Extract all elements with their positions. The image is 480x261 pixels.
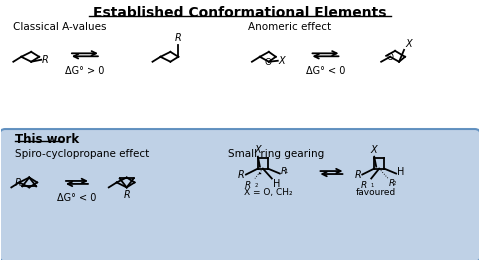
Text: R: R [123,190,130,200]
Text: ΔG° > 0: ΔG° > 0 [65,66,105,76]
Text: R: R [14,179,21,188]
Text: Spiro-cyclopropane effect: Spiro-cyclopropane effect [15,149,150,159]
Text: X: X [254,145,261,155]
Text: R: R [281,167,287,176]
Text: Small ring gearing: Small ring gearing [228,149,324,159]
Text: R: R [361,181,367,191]
Text: Established Conformational Elements: Established Conformational Elements [93,6,387,20]
Text: X = O, CH₂: X = O, CH₂ [244,188,293,197]
Text: $_2$: $_2$ [392,180,397,188]
Text: $_1$: $_1$ [284,167,288,176]
Text: $_2$: $_2$ [254,181,259,191]
Text: X: X [405,39,412,49]
Text: R: R [42,55,49,65]
Text: H: H [397,167,405,176]
FancyBboxPatch shape [0,129,480,261]
Text: This work: This work [15,133,79,146]
Text: R: R [389,180,396,188]
Text: Classical A-values: Classical A-values [13,22,107,32]
Text: O: O [386,53,394,62]
Text: X: X [279,56,286,66]
Text: Anomeric effect: Anomeric effect [248,22,331,32]
Text: R: R [355,170,361,180]
Text: $_1$: $_1$ [370,181,375,191]
Text: R: R [238,170,245,180]
Text: favoured: favoured [356,188,396,197]
Text: ΔG° < 0: ΔG° < 0 [57,193,96,203]
Text: R: R [245,181,251,191]
Text: R: R [175,33,182,43]
Text: H: H [273,180,280,189]
Text: O: O [264,58,271,67]
Text: X: X [371,145,378,155]
Text: ΔG° < 0: ΔG° < 0 [306,66,345,76]
